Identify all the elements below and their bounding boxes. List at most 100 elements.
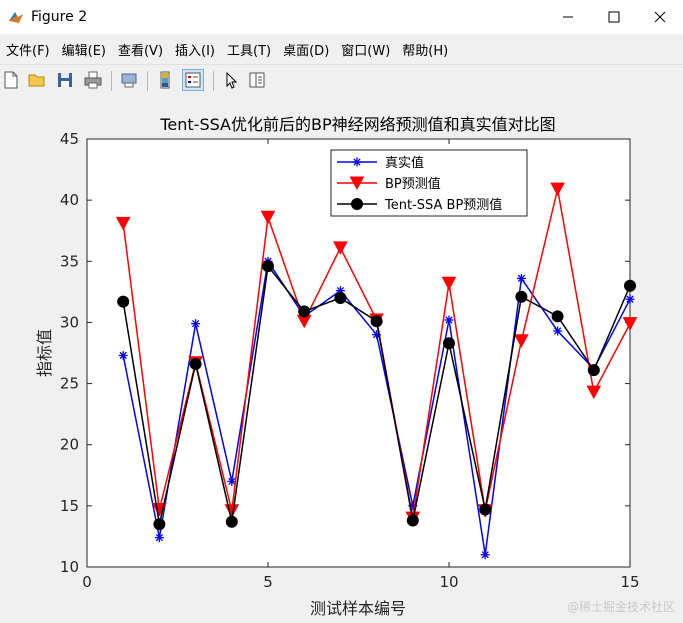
legend-label: 真实值 (385, 155, 424, 171)
data-point (625, 294, 635, 304)
menu-help[interactable]: 帮助(H) (402, 43, 449, 59)
data-point (550, 182, 565, 197)
window-controls (545, 0, 683, 34)
marker-stroke (517, 274, 526, 283)
data-point (551, 310, 564, 323)
menu-desktop[interactable]: 桌面(D) (283, 43, 330, 59)
marker-stroke (626, 295, 634, 303)
insert-legend-button[interactable] (182, 69, 204, 91)
legend-marker (351, 198, 363, 210)
close-icon (654, 11, 666, 23)
maximize-button[interactable] (591, 0, 637, 34)
figure-canvas: Tent-SSA优化前后的BP神经网络预测值和真实值对比图 0 5 10 15 10 15… (0, 96, 683, 619)
data-point (516, 273, 526, 283)
chart: Tent-SSA优化前后的BP神经网络预测值和真实值对比图 0 5 10 15 10 15… (35, 115, 640, 618)
y-tick-label: 25 (60, 375, 79, 393)
menu-edit[interactable]: 编辑(E) (61, 43, 106, 59)
y-tick-label: 45 (60, 130, 79, 148)
open-file-icon (28, 74, 45, 87)
data-point (443, 337, 455, 350)
minimize-icon (563, 16, 573, 18)
marker-stroke (119, 351, 127, 360)
data-point (515, 290, 528, 303)
pointer-icon (226, 71, 238, 89)
data-point (334, 291, 347, 304)
marker-stroke (228, 477, 236, 486)
data-point (260, 210, 276, 225)
data-point (553, 326, 563, 336)
data-point (227, 476, 237, 486)
new-figure-icon (4, 71, 18, 89)
x-tick-label: 10 (439, 573, 458, 591)
toolbar-separator (213, 71, 214, 91)
watermark: @稀土掘金技术社区 (566, 600, 675, 614)
marker-stroke (155, 534, 164, 542)
close-button[interactable] (637, 0, 683, 34)
marker-stroke (481, 551, 489, 559)
menu-insert[interactable]: 插入(I) (175, 43, 216, 59)
toolbar (0, 64, 683, 97)
data-point (191, 319, 201, 329)
insert-colorbar-button[interactable] (154, 69, 176, 91)
data-point (298, 305, 311, 318)
y-tick-label: 15 (60, 497, 79, 515)
series-group (117, 260, 636, 531)
save-icon (58, 73, 72, 87)
y-axis-label: 指标值 (35, 329, 54, 377)
menu-window[interactable]: 窗口(W) (341, 43, 391, 59)
data-point (480, 550, 490, 560)
legend-marker (352, 157, 362, 167)
minimize-button[interactable] (545, 0, 591, 34)
data-point (587, 364, 600, 377)
property-editor-button[interactable] (246, 69, 268, 91)
legend-marker (349, 176, 365, 191)
maximize-icon (608, 11, 620, 23)
marker-stroke (191, 320, 200, 328)
window-titlebar: Figure 2 (0, 0, 683, 34)
data-point (118, 350, 128, 360)
data-point (479, 503, 492, 516)
data-point (333, 241, 348, 255)
y-tick-label: 30 (60, 313, 79, 331)
data-point (115, 216, 131, 231)
window-title: Figure 2 (31, 9, 88, 25)
open-file-button[interactable] (26, 69, 48, 91)
menu-file[interactable]: 文件(F) (6, 43, 50, 59)
y-tick-label: 40 (60, 191, 79, 209)
marker-stroke (445, 316, 453, 324)
print-preview-button[interactable] (118, 69, 140, 91)
data-point (514, 334, 529, 348)
pointer-button[interactable] (220, 69, 242, 91)
y-tick-label: 10 (60, 558, 79, 576)
x-tick-label: 5 (263, 573, 273, 591)
marker-stroke (353, 158, 361, 166)
matlab-icon (9, 12, 23, 23)
data-point (441, 276, 457, 291)
chart-title: Tent-SSA优化前后的BP神经网络预测值和真实值对比图 (159, 115, 555, 134)
insert-legend-icon (185, 72, 201, 88)
toolbar-separator (111, 71, 112, 91)
x-axis-label: 测试样本编号 (310, 599, 406, 618)
data-point (154, 533, 164, 543)
menu-bar: 文件(F) 编辑(E) 查看(V) 插入(I) 工具(T) 桌面(D) 窗口(W… (0, 36, 683, 62)
menu-tools[interactable]: 工具(T) (227, 43, 272, 59)
data-point (225, 515, 238, 528)
legend-label: BP预测值 (385, 176, 441, 192)
x-tick-label: 0 (82, 573, 92, 591)
x-tick-label: 15 (620, 573, 639, 591)
menu-view[interactable]: 查看(V) (117, 43, 164, 59)
legend-label: Tent-SSA BP预测值 (384, 197, 502, 213)
print-preview-icon (121, 73, 137, 88)
data-point (622, 317, 638, 331)
data-point (262, 260, 274, 273)
print-button[interactable] (82, 69, 104, 91)
data-point (586, 385, 602, 400)
data-point (406, 514, 419, 527)
new-figure-button[interactable] (0, 69, 22, 91)
insert-colorbar-icon (160, 71, 170, 89)
save-button[interactable] (54, 69, 76, 91)
data-point (117, 295, 130, 308)
data-point (189, 358, 202, 371)
print-icon (84, 71, 102, 89)
data-point (370, 315, 383, 328)
